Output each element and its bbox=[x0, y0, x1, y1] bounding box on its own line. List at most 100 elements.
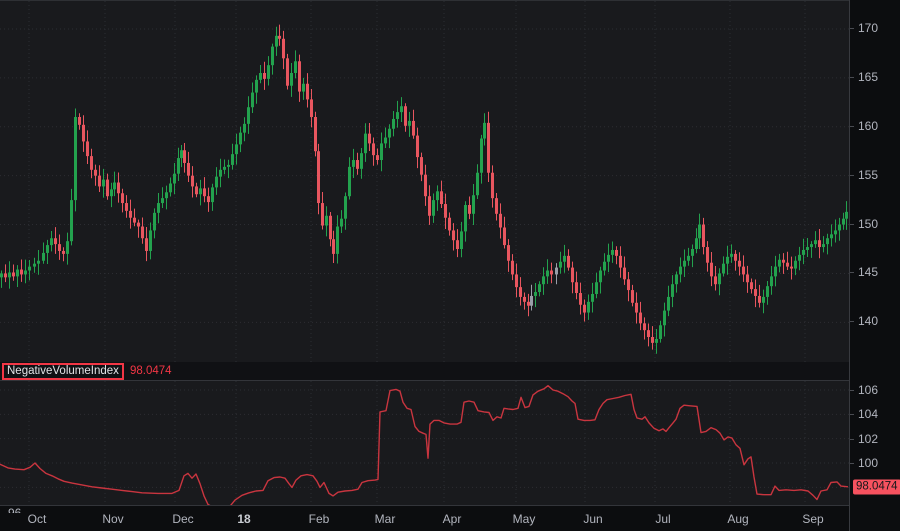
candle bbox=[203, 177, 206, 203]
candle bbox=[94, 164, 97, 186]
candle bbox=[734, 250, 737, 271]
candle-body bbox=[344, 196, 347, 219]
price-tick-label: 165 bbox=[858, 69, 879, 84]
candle-body bbox=[452, 230, 455, 241]
candle-body bbox=[766, 286, 769, 297]
candle-body bbox=[842, 218, 845, 225]
indicator-tick-label: 106 bbox=[858, 383, 879, 397]
candle bbox=[691, 244, 694, 268]
indicator-name-label[interactable]: NegativeVolumeIndex bbox=[2, 363, 124, 380]
candle-body bbox=[683, 260, 686, 267]
candle bbox=[416, 127, 419, 169]
candle bbox=[325, 206, 328, 237]
candle bbox=[360, 147, 363, 179]
candle bbox=[802, 238, 805, 265]
candle-body bbox=[340, 218, 343, 227]
candle bbox=[695, 228, 698, 254]
candle bbox=[384, 127, 387, 148]
candle-body bbox=[207, 196, 210, 203]
candle-body bbox=[348, 166, 351, 197]
candle-body bbox=[404, 106, 407, 126]
candle bbox=[364, 123, 367, 162]
candle bbox=[487, 111, 490, 182]
candle-body bbox=[519, 287, 522, 297]
candle-body bbox=[400, 106, 403, 113]
candle bbox=[223, 159, 226, 175]
indicator-pane[interactable] bbox=[0, 381, 849, 505]
candle-body bbox=[267, 65, 270, 79]
candle-body bbox=[534, 292, 537, 296]
candle-body bbox=[530, 295, 533, 306]
candle bbox=[790, 256, 793, 280]
candle bbox=[267, 56, 270, 86]
candle-body bbox=[8, 272, 11, 278]
candle bbox=[368, 122, 371, 152]
candle bbox=[746, 265, 749, 293]
axis-tick-mark bbox=[850, 414, 854, 416]
candle bbox=[388, 124, 391, 149]
time-axis-label-18: 18 bbox=[237, 511, 251, 526]
candle-body bbox=[98, 175, 101, 187]
time-axis[interactable]: Oct Nov Dec 18 Feb Mar Apr May Jun Jul Aug Sep bbox=[0, 505, 900, 531]
candle bbox=[219, 158, 222, 188]
candle bbox=[110, 182, 113, 208]
indicator-value-label: 98.0474 bbox=[130, 365, 172, 377]
candle bbox=[519, 277, 522, 306]
candle-body bbox=[298, 61, 301, 92]
candle bbox=[546, 259, 549, 284]
candle bbox=[70, 188, 73, 246]
candle-body bbox=[714, 276, 717, 285]
candle-body bbox=[129, 210, 132, 218]
candle bbox=[742, 255, 745, 282]
candle-body bbox=[523, 296, 526, 302]
candle bbox=[24, 259, 27, 284]
candle-body bbox=[655, 338, 658, 343]
candle bbox=[157, 193, 160, 224]
candle-body bbox=[317, 151, 320, 204]
candle-body bbox=[567, 255, 570, 268]
candle bbox=[177, 147, 180, 182]
price-axis[interactable]: 98.0474 170 165 160 155 150 145 140 106 104 102 10… bbox=[849, 0, 900, 531]
candle bbox=[468, 196, 471, 220]
candle bbox=[507, 239, 510, 272]
candle-body bbox=[54, 238, 57, 245]
candle-body bbox=[695, 238, 698, 250]
candle-body bbox=[290, 73, 293, 86]
candle-body bbox=[180, 150, 183, 159]
candle bbox=[603, 253, 606, 276]
candle bbox=[215, 167, 218, 195]
candle-body bbox=[275, 35, 278, 47]
indicator-last-value-badge: 98.0474 bbox=[853, 479, 900, 495]
candlestick-pane[interactable] bbox=[0, 0, 849, 363]
candle-body bbox=[790, 266, 793, 269]
candle-body bbox=[794, 260, 797, 269]
candle-body bbox=[302, 83, 305, 92]
candle bbox=[595, 272, 598, 299]
candle bbox=[16, 265, 19, 288]
candle-body bbox=[62, 250, 65, 254]
candle-body bbox=[845, 211, 848, 219]
candle bbox=[794, 256, 797, 276]
candle bbox=[302, 77, 305, 100]
candle-body bbox=[235, 144, 238, 155]
candlestick-canvas[interactable] bbox=[0, 1, 849, 362]
candle bbox=[37, 250, 40, 275]
candle-body bbox=[58, 244, 61, 251]
candle bbox=[98, 165, 101, 192]
candle bbox=[247, 96, 250, 134]
candle bbox=[86, 130, 89, 165]
candle-body bbox=[133, 217, 136, 223]
indicator-canvas[interactable] bbox=[0, 381, 849, 505]
candle-body bbox=[464, 205, 467, 232]
candle bbox=[294, 50, 297, 79]
candle-body bbox=[396, 112, 399, 119]
candle-body bbox=[631, 290, 634, 303]
candle bbox=[460, 221, 463, 258]
candle bbox=[659, 320, 662, 343]
candle-body bbox=[436, 191, 439, 201]
candle-body bbox=[730, 253, 733, 257]
candle bbox=[207, 187, 210, 212]
candle bbox=[643, 317, 646, 340]
candle-body bbox=[542, 276, 545, 285]
axis-tick-mark bbox=[850, 272, 854, 274]
